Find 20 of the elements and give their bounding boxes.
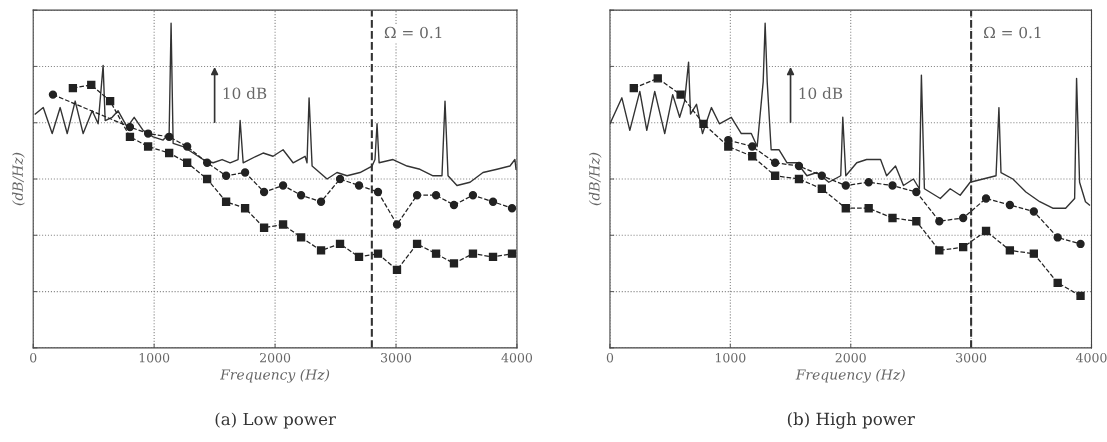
text: (b) High power — [787, 412, 915, 429]
annotation: 10 dB — [799, 87, 843, 100]
x-axis-title: Frequency (Hz) — [219, 368, 330, 383]
x-tick-label: 2000 — [260, 352, 291, 363]
y-axis-title: (dB/Hz) — [12, 152, 25, 206]
text: (a) Low power — [215, 412, 336, 429]
y-axis-title: (dB/Hz) — [588, 152, 602, 206]
x-tick-label: 1000 — [139, 352, 170, 363]
x-tick-label: 4000 — [1075, 352, 1107, 363]
x-tick-label: 0 — [606, 352, 614, 363]
x-axis-title: Frequency (Hz) — [795, 368, 905, 383]
annotation: 10 dB — [223, 87, 267, 100]
x-tick-label: 3000 — [956, 352, 987, 363]
x-tick-label: 4000 — [501, 352, 533, 363]
x-tick-label: 2000 — [835, 352, 866, 363]
annotation: Ω = 0.1 — [984, 26, 1041, 39]
x-tick-label: 0 — [30, 352, 37, 363]
x-tick-label: 3000 — [381, 352, 412, 363]
annotation: Ω = 0.1 — [384, 26, 442, 39]
x-tick-label: 1000 — [715, 352, 746, 363]
